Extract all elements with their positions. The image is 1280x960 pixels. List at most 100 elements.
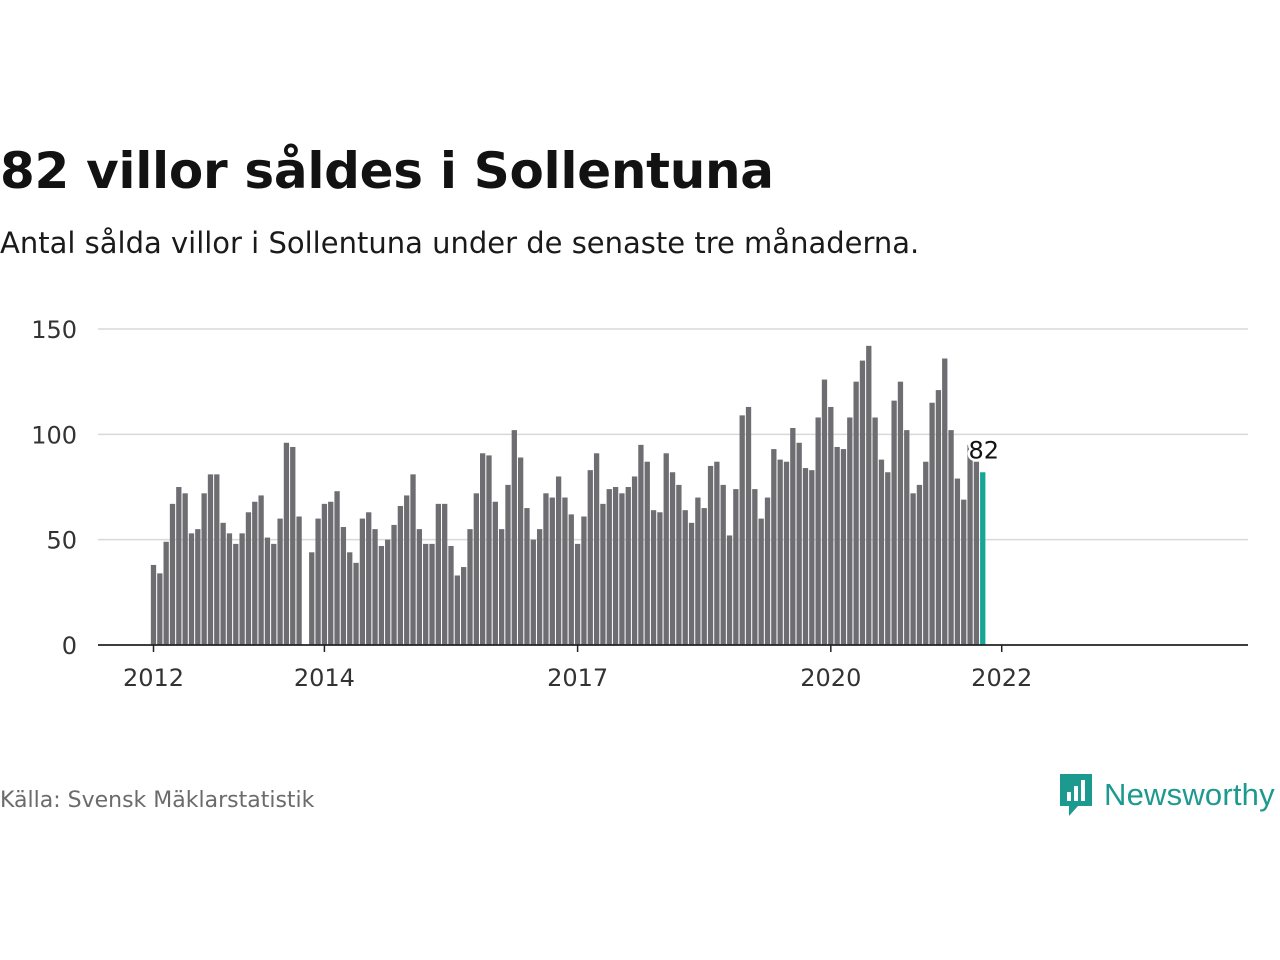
newsworthy-logo-icon <box>1060 774 1092 816</box>
bar <box>701 508 707 645</box>
bar <box>378 545 385 645</box>
bar <box>961 499 967 645</box>
y-tick-label: 150 <box>31 316 77 344</box>
bar <box>163 541 169 645</box>
source-note: Källa: Svensk Mäklarstatistik <box>0 788 315 813</box>
bar <box>910 493 916 645</box>
bar <box>442 503 448 645</box>
bar <box>188 533 195 645</box>
y-tick-label: 0 <box>62 632 77 660</box>
x-tick-label: 2014 <box>294 664 355 692</box>
bar <box>271 543 277 645</box>
bar <box>536 529 543 645</box>
bar <box>207 474 214 645</box>
bar <box>214 474 220 645</box>
bar <box>752 489 758 645</box>
bar <box>176 487 182 645</box>
bar <box>524 508 530 645</box>
bar <box>328 501 334 645</box>
bar <box>682 510 688 645</box>
bar <box>676 484 682 645</box>
bar <box>777 459 783 645</box>
bar <box>429 543 435 645</box>
bar <box>815 417 821 645</box>
chart-title: 82 villor såldes i Sollentuna <box>0 142 774 200</box>
bar <box>574 543 581 645</box>
bar <box>764 497 771 645</box>
bar <box>714 461 720 645</box>
bar <box>720 484 726 645</box>
bar <box>220 522 226 645</box>
bar <box>499 529 505 645</box>
bar <box>954 478 961 645</box>
x-tick-label: 2022 <box>971 664 1032 692</box>
bar <box>226 533 233 645</box>
bar <box>638 444 644 645</box>
bar <box>859 360 866 645</box>
y-tick-label: 100 <box>31 421 77 449</box>
bar <box>435 503 441 645</box>
bar <box>758 518 764 645</box>
bar <box>511 430 517 645</box>
bar <box>245 512 252 645</box>
bar <box>809 470 815 645</box>
bar <box>530 539 536 645</box>
bar <box>157 573 163 645</box>
bar <box>182 493 188 645</box>
bar <box>650 510 657 645</box>
bar <box>195 529 201 645</box>
bar <box>885 472 891 645</box>
y-tick-label: 50 <box>46 527 77 555</box>
bar <box>600 503 606 645</box>
brand-logo[interactable]: Newsworthy <box>1058 772 1275 818</box>
bar <box>315 518 321 645</box>
brand-name: Newsworthy <box>1104 777 1275 812</box>
bar <box>416 529 423 645</box>
bar <box>492 501 498 645</box>
bar <box>568 514 574 645</box>
bar <box>644 461 650 645</box>
bar <box>239 533 245 645</box>
bar <box>372 529 378 645</box>
bar <box>904 430 910 645</box>
highlight-value-label: 82 <box>968 436 999 464</box>
bar <box>347 552 353 645</box>
bar-chart: 0 50 100 150 2012 2014 2017 2020 2022 82 <box>31 316 1248 692</box>
bar <box>296 516 302 645</box>
bar <box>923 461 929 645</box>
bar <box>745 406 752 645</box>
bar <box>309 552 315 645</box>
bar <box>391 524 397 645</box>
bar <box>853 381 859 645</box>
bar <box>790 428 796 645</box>
bar <box>657 512 663 645</box>
bar <box>555 476 562 645</box>
bar <box>733 489 739 645</box>
bar <box>258 495 264 645</box>
bar <box>802 468 809 645</box>
bar <box>581 516 587 645</box>
bar <box>663 453 669 645</box>
bar <box>150 564 157 645</box>
bar <box>847 417 853 645</box>
bar <box>252 501 258 645</box>
bar <box>201 493 207 645</box>
bar <box>410 474 416 645</box>
bar <box>480 453 486 645</box>
bar <box>543 493 549 645</box>
bar <box>897 381 904 645</box>
bar <box>980 472 986 645</box>
bar <box>461 567 467 645</box>
bar <box>454 575 460 645</box>
bar <box>549 497 555 645</box>
bar <box>688 522 695 645</box>
bar <box>967 444 973 645</box>
bar <box>948 430 954 645</box>
bar <box>821 379 828 645</box>
bar <box>872 417 878 645</box>
bar <box>726 535 733 645</box>
bar <box>739 415 745 645</box>
bar <box>942 358 948 645</box>
bar <box>866 345 872 645</box>
bar <box>834 446 840 645</box>
